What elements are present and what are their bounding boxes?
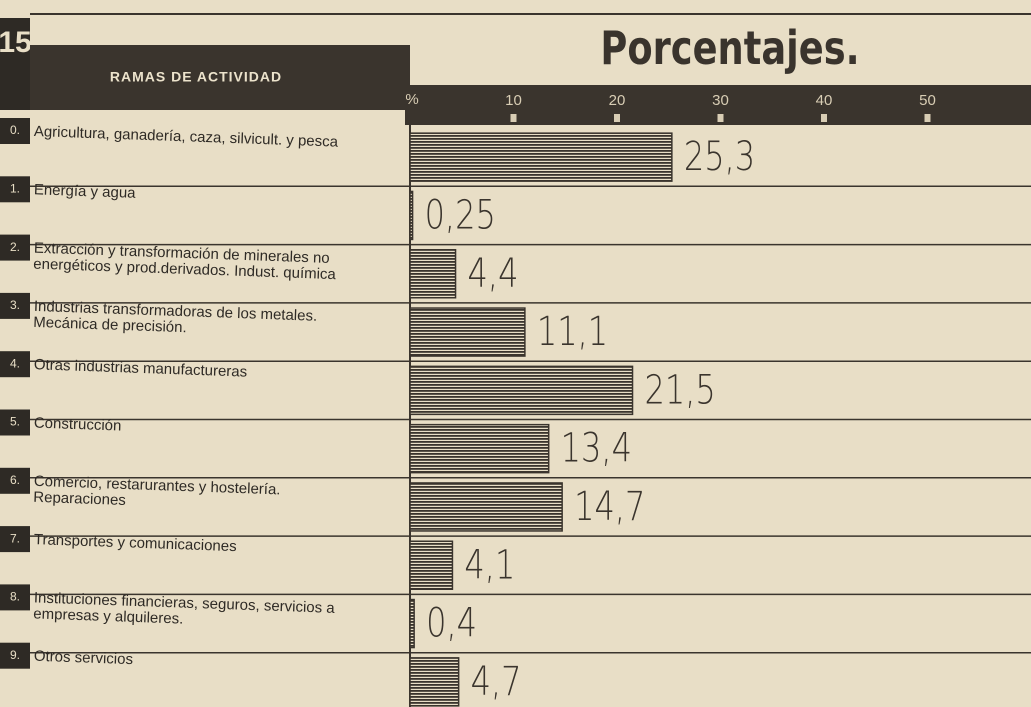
code-box (0, 118, 30, 144)
value-label: 4,4 (468, 249, 519, 296)
category-code: 0. (10, 123, 20, 137)
value-label: 4,1 (464, 541, 515, 588)
x-tick-label: 30 (712, 92, 729, 109)
header: RAMAS DE ACTIVIDAD (110, 69, 282, 85)
category-label: Construcción (34, 414, 122, 434)
value-label: 11,1 (537, 308, 608, 355)
bar (409, 540, 454, 590)
category-code: 6. (10, 473, 20, 487)
bar (409, 190, 414, 241)
header-band (30, 45, 410, 110)
bar (409, 657, 460, 707)
tick-mark (717, 114, 724, 122)
bar (409, 423, 550, 474)
code-box (0, 234, 30, 261)
chart-number: 15 (0, 26, 32, 59)
value-label: 13,4 (561, 424, 632, 471)
bar (409, 249, 457, 299)
code-box (0, 584, 30, 611)
x-tick-label: 10 (505, 92, 522, 109)
category-label: Energía y agua (34, 181, 137, 202)
bar (409, 482, 563, 532)
x-tick-label: 40 (816, 92, 833, 109)
bar (409, 365, 634, 416)
bar (409, 132, 673, 182)
category-code: 9. (10, 648, 20, 662)
tick-mark (821, 114, 827, 122)
code-box (0, 176, 30, 203)
value-label: 4,7 (471, 657, 522, 704)
category-label: Otros servicios (34, 648, 134, 668)
chart-title: Porcentajes. (600, 21, 859, 75)
value-label: 14,7 (574, 482, 645, 529)
category-code: 5. (10, 415, 20, 429)
category-code: 7. (10, 531, 20, 545)
tick-mark (510, 114, 517, 122)
category-code: 3. (10, 298, 20, 312)
category-code: 4. (10, 356, 20, 370)
number-box (0, 18, 30, 110)
category-code: 1. (10, 181, 20, 195)
x-tick-label: 50 (919, 92, 936, 109)
code-box (0, 409, 30, 436)
category-code: 2. (10, 240, 20, 254)
x-axis-label: % (405, 91, 418, 108)
tick-mark (924, 114, 931, 122)
category-code: 8. (10, 590, 20, 604)
tick-mark (614, 114, 620, 122)
value-label: 21,5 (645, 366, 716, 413)
value-label: 25,3 (684, 133, 755, 180)
code-box (0, 292, 30, 319)
x-tick-label: 20 (609, 92, 626, 109)
code-box (0, 351, 30, 378)
bar (409, 307, 526, 357)
value-label: 0,25 (425, 191, 496, 238)
bar (409, 598, 415, 649)
value-label: 0,4 (426, 599, 477, 646)
code-box (0, 467, 30, 494)
code-box (0, 526, 30, 553)
code-box (0, 642, 30, 669)
